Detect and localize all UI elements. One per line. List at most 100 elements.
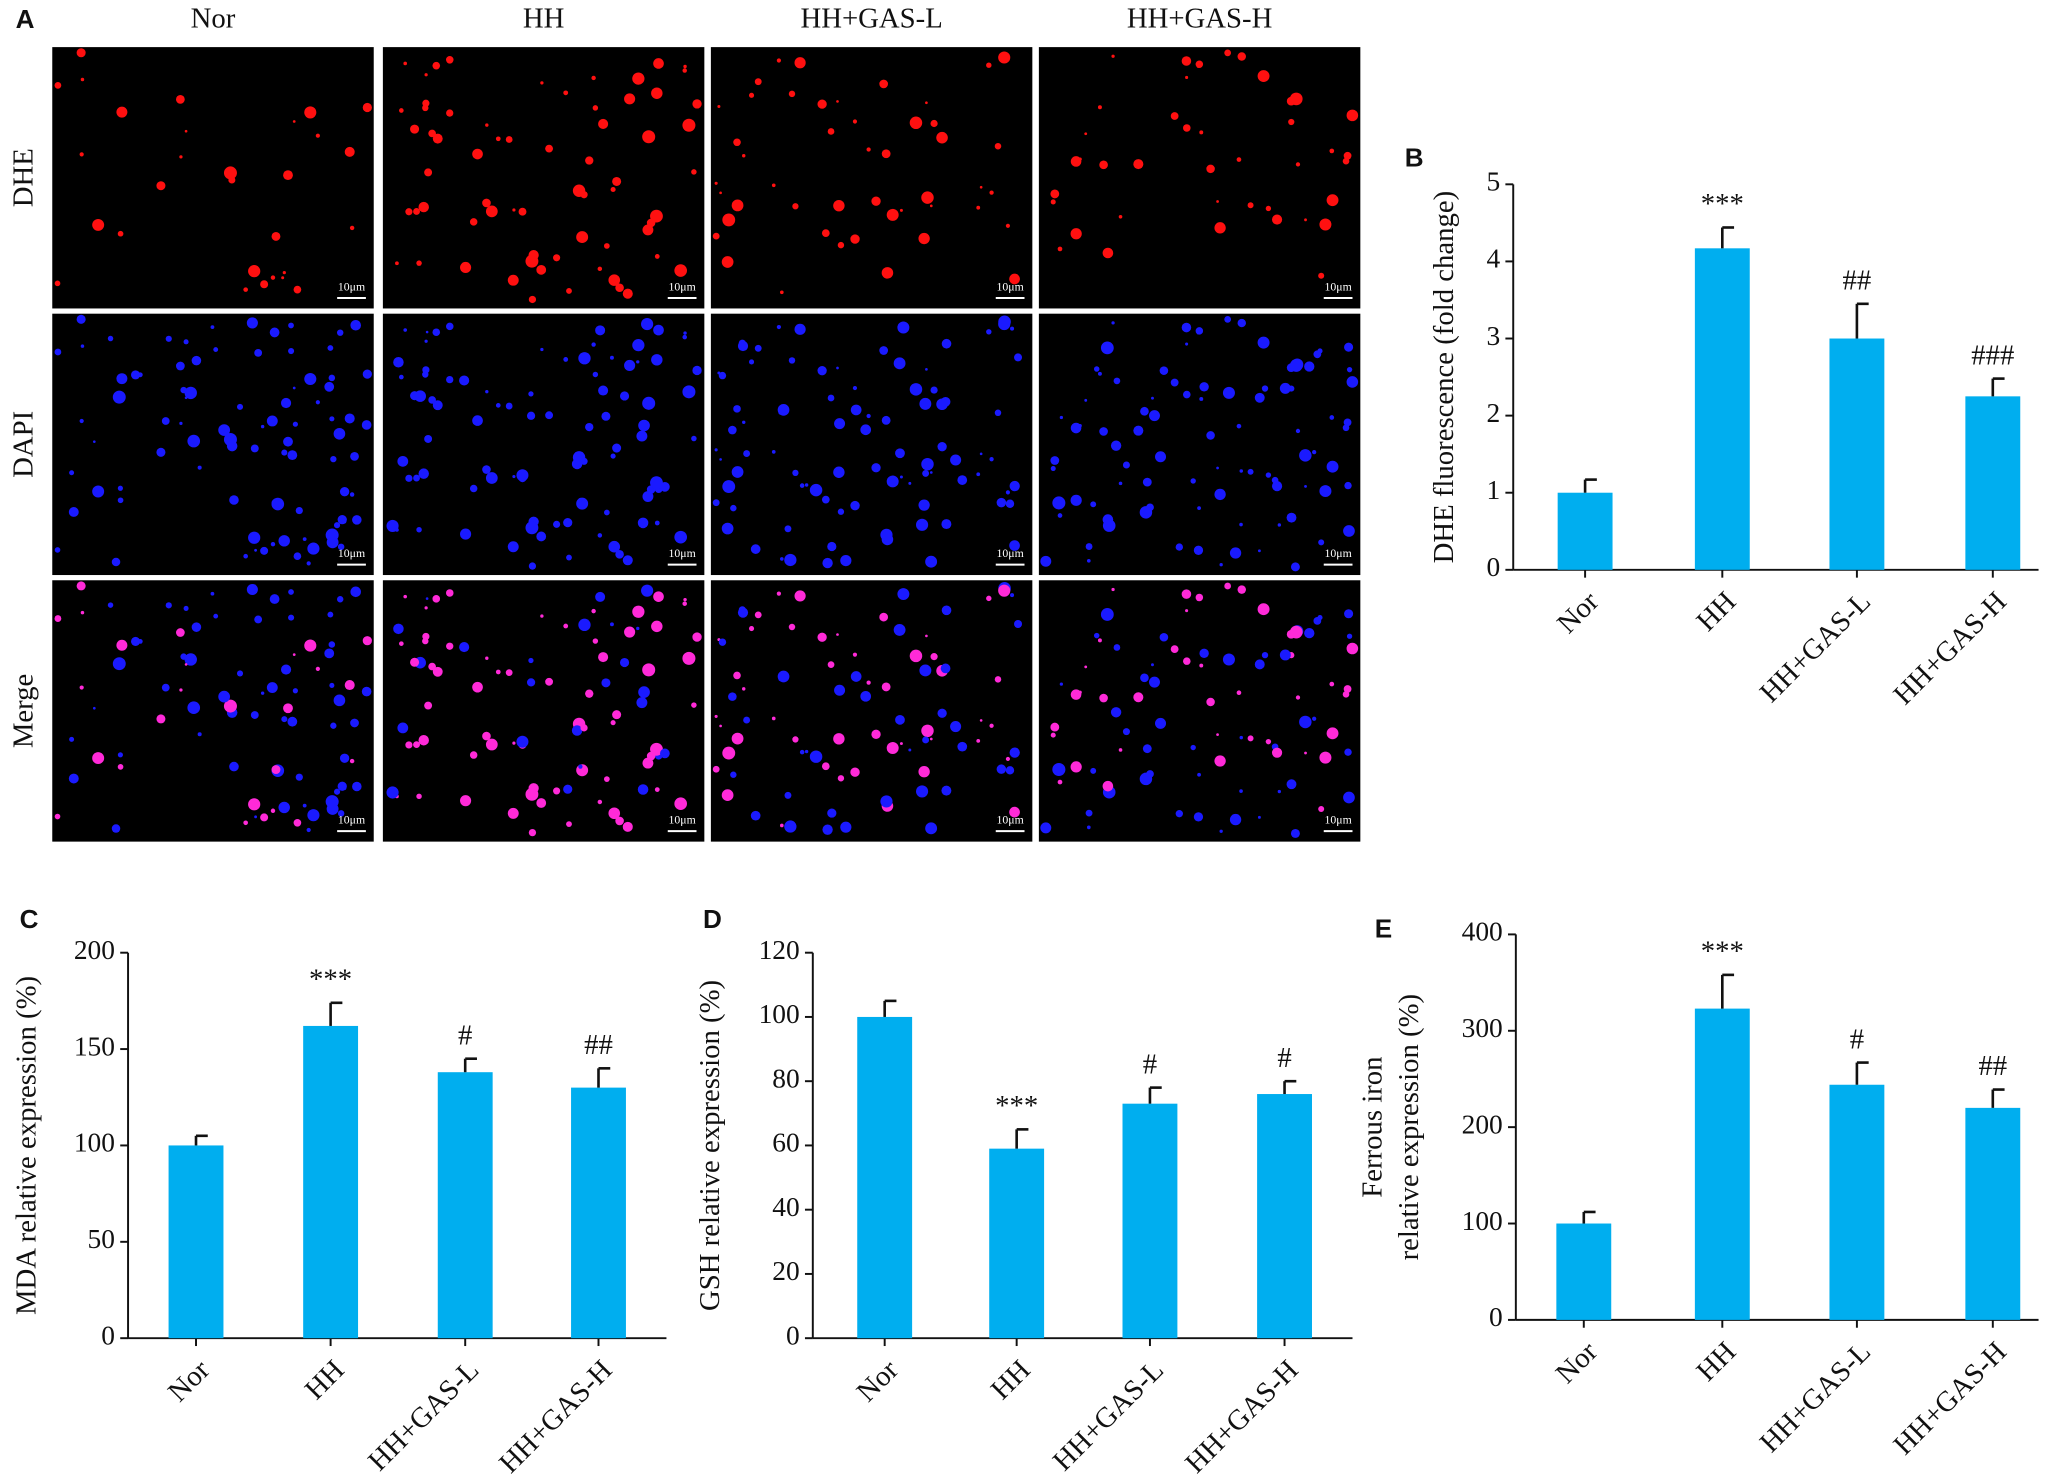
cell-dot [223, 699, 237, 713]
cell-dot [930, 119, 938, 128]
cell-dot [624, 626, 636, 638]
cell-dot [243, 287, 248, 292]
cell-dot [592, 105, 599, 111]
cell-dot [1070, 761, 1082, 773]
cell-dot [1199, 382, 1209, 392]
cell-dot [731, 199, 744, 212]
cell-dot [624, 93, 636, 105]
cell-dot [821, 762, 830, 771]
x-tick-label: HH [985, 1354, 1037, 1406]
cell-dot [784, 553, 797, 567]
cell-dot [410, 657, 420, 667]
y-tick-label: 0 [786, 1320, 800, 1350]
cell-dot [1009, 273, 1020, 285]
column-label: HH+GAS-H [1127, 3, 1273, 35]
cell-dot [840, 821, 852, 833]
cell-dot [92, 706, 96, 710]
cell-dot [1216, 466, 1219, 470]
cell-dot [1239, 522, 1243, 527]
cell-dot [183, 339, 189, 345]
cell-dot [1318, 539, 1325, 546]
cell-dot [994, 409, 1002, 417]
cell-dot [350, 586, 362, 598]
significance-label: # [1850, 1023, 1864, 1055]
cell-dot [1102, 514, 1114, 525]
cell-dot [1113, 377, 1121, 385]
cell-dot [1329, 415, 1335, 420]
cell-dot [1159, 366, 1169, 375]
cell-dot [553, 520, 561, 528]
cell-dot [1142, 477, 1152, 487]
micrograph [382, 47, 705, 309]
cell-dot [1093, 366, 1100, 372]
cell-dot [979, 452, 983, 456]
cell-dot [117, 497, 124, 504]
cell-dot [306, 827, 311, 833]
cell-dot [1304, 751, 1307, 755]
cell-dot [76, 581, 86, 591]
x-tick-label: HH+GAS-L [1047, 1354, 1170, 1477]
cell-dot [921, 457, 934, 471]
cell-dot [536, 531, 547, 542]
cell-dot [871, 463, 881, 473]
scale-bar-label: 10μm [669, 547, 696, 560]
cell-dot [352, 781, 362, 792]
cell-dot [399, 641, 404, 646]
cell-dot [1318, 272, 1325, 279]
cell-dot [937, 442, 947, 452]
cell-dot [919, 664, 932, 677]
significance-label: *** [309, 963, 352, 995]
cell-dot [788, 623, 796, 631]
cell-dot [986, 595, 992, 602]
cell-dot [893, 624, 906, 636]
cell-dot [1040, 555, 1052, 567]
cell-dot [1239, 789, 1243, 793]
cell-dot [292, 653, 296, 656]
cell-dot [525, 521, 539, 535]
cell-dot [1052, 762, 1066, 777]
cell-dot [836, 366, 839, 370]
cell-dot [80, 610, 85, 615]
y-tick-label: 60 [772, 1128, 799, 1158]
scale-bar-label: 10μm [1325, 547, 1352, 560]
cell-dot [636, 626, 640, 631]
cell-dot [1299, 715, 1312, 729]
cell-dot [930, 386, 938, 394]
cell-dot [834, 684, 846, 696]
cell-dot [266, 415, 278, 427]
cell-dot [566, 821, 572, 828]
cell-dot [1206, 431, 1215, 440]
cell-dot [1344, 748, 1352, 756]
cell-dot [495, 669, 501, 675]
cell-dot [833, 733, 845, 745]
cell-dot [1170, 112, 1179, 120]
cell-dot [1346, 633, 1353, 639]
cell-dot [270, 275, 276, 280]
cell-dot [827, 394, 835, 402]
cell-dot [92, 485, 105, 498]
cell-dot [692, 99, 702, 109]
cell-dot [405, 474, 413, 482]
cell-dot [654, 520, 660, 526]
cell-dot [799, 749, 805, 755]
cell-dot [683, 597, 687, 602]
cell-dot [179, 421, 183, 426]
cell-dot [280, 397, 292, 409]
cell-dot [754, 611, 762, 619]
cell-dot [1289, 625, 1303, 639]
cell-dot [721, 256, 734, 268]
cell-dot [1199, 648, 1209, 659]
cell-dot [730, 504, 737, 512]
cell-dot [1239, 469, 1243, 473]
cell-dot [1224, 316, 1232, 323]
cell-dot [743, 716, 751, 724]
cell-dot [184, 129, 188, 133]
cell-dot [1279, 382, 1291, 394]
y-axis-label: relative expression (%) [1393, 994, 1425, 1260]
cell-dot [897, 588, 910, 601]
cell-dot [403, 61, 408, 66]
cell-dot [1214, 222, 1226, 234]
cell-dot [642, 757, 654, 769]
cell-dot [362, 636, 372, 646]
cell-dot [362, 102, 372, 113]
